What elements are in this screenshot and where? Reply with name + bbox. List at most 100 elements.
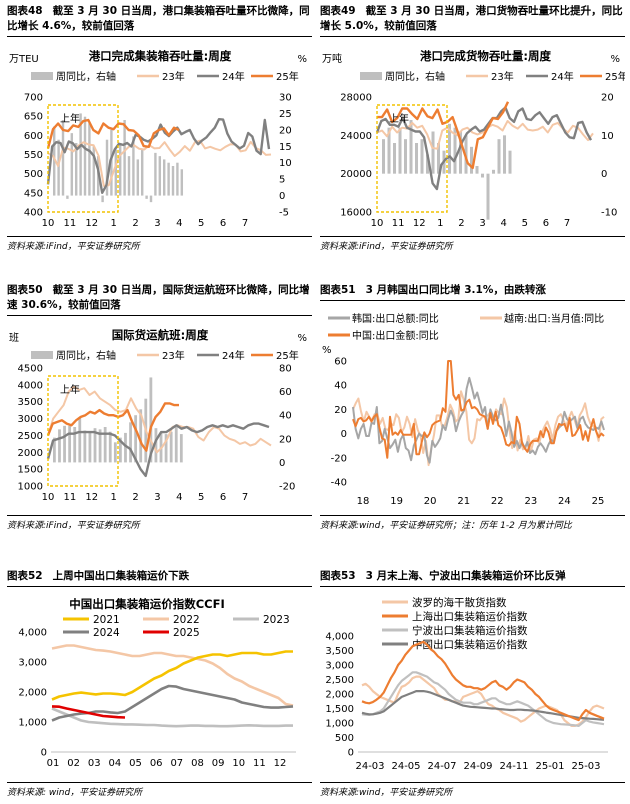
x-tick-4: 24-11 xyxy=(499,761,528,772)
x-tick-4: 05 xyxy=(129,758,142,769)
legend-label-2: 24年 xyxy=(222,349,245,362)
y2-tick-5: 20 xyxy=(279,125,292,136)
y-tick-3: 3,000 xyxy=(18,658,47,669)
y2-tick-2: 20 xyxy=(279,434,292,445)
legend-label-1: 23年 xyxy=(162,70,185,83)
y2-unit: % xyxy=(610,54,620,65)
source-note: 资料来源:iFind，平安证券研究所 xyxy=(7,236,312,252)
yoy-bar xyxy=(88,431,92,463)
series-line-3 xyxy=(51,684,294,722)
series-line-0 xyxy=(51,650,293,701)
y2-tick-7: 30 xyxy=(279,93,292,104)
yoy-bar xyxy=(53,437,56,463)
yoy-bar xyxy=(105,139,109,196)
x-tick-4: 2 xyxy=(132,218,138,229)
figure-caption: 截至 3 月 30 日当周，港口集装箱吞吐量环比微降，同比增长 4.6%，较前值… xyxy=(7,5,310,32)
y-tick-1: 1,000 xyxy=(18,718,47,729)
y-unit: % xyxy=(322,345,332,356)
x-tick-8: 09 xyxy=(212,758,225,769)
yoy-bar xyxy=(164,434,168,463)
x-tick-8: 6 xyxy=(220,218,226,229)
x-tick-7: 5 xyxy=(198,492,204,503)
legend-label-1: 上海出口集装箱运价指数 xyxy=(412,610,528,623)
yoy-bar xyxy=(149,195,153,203)
series-line-1 xyxy=(361,640,605,722)
x-tick-7: 5 xyxy=(198,218,204,229)
series-line-2 xyxy=(46,118,180,149)
yoy-bar xyxy=(398,127,402,174)
yoy-bar xyxy=(134,415,138,463)
x-tick-2: 12 xyxy=(85,218,98,229)
figure-caption: 截至 3 月 30 日当周，国际货运航班环比微降，同比增速 30.6%，较前值回… xyxy=(7,284,310,311)
y-tick-1: 20000 xyxy=(340,169,372,180)
yoy-bar xyxy=(53,126,56,196)
x-tick-5: 25-01 xyxy=(535,761,564,772)
y-tick-2: 2,000 xyxy=(18,688,47,699)
prior-year-box xyxy=(47,104,119,213)
yoy-bar xyxy=(453,127,457,174)
y-tick-3: 28000 xyxy=(340,93,372,104)
chart-53: 波罗的海干散货指数上海出口集装箱运价指数宁波出口集装箱运价指数中国出口集装箱运价… xyxy=(325,596,608,772)
x-tick-3: 21 xyxy=(457,496,470,507)
y2-tick-1: 0 xyxy=(601,169,607,180)
yoy-bar xyxy=(180,169,184,196)
x-tick-7: 08 xyxy=(191,758,204,769)
x-tick-9: 7 xyxy=(242,218,248,229)
x-tick-0: 18 xyxy=(357,496,370,507)
yoy-bar xyxy=(459,131,463,174)
chart-title: 国际货运航班:周度 xyxy=(112,328,209,342)
y-tick-2: 1,000 xyxy=(325,719,354,730)
legend-label-bar: 周同比，右轴 xyxy=(56,70,116,83)
yoy-bar xyxy=(171,166,175,196)
yoy-bar xyxy=(73,427,77,463)
yoy-bar xyxy=(158,156,162,196)
chart-49: 港口完成货物吞吐量:周度 万吨 % 周同比，右轴 23年 24年 25年 16000 20000… xyxy=(322,49,625,229)
y-unit: 班 xyxy=(9,332,19,344)
yoy-bar xyxy=(163,159,166,196)
y2-unit: % xyxy=(297,333,307,344)
y-tick-0: 1000 xyxy=(18,482,43,493)
legend-label-2: 2023 xyxy=(263,614,290,626)
yoy-bar xyxy=(470,146,474,174)
legend-label-1: 越南:出口:当月值:同比 xyxy=(504,312,604,325)
figure-number: 图表48 xyxy=(7,5,43,17)
x-tick-2: 03 xyxy=(88,758,101,769)
y2-tick-2: 5 xyxy=(279,175,285,186)
yoy-bar xyxy=(486,173,490,220)
annotation-prior-year: 上年 xyxy=(60,112,80,125)
legend-label-2: 24年 xyxy=(551,70,574,83)
yoy-bar xyxy=(129,422,132,463)
figure-title: 图表48 截至 3 月 30 日当周，港口集装箱吞吐量环比微降，同比增长 4.6%… xyxy=(7,4,312,37)
series-line-0 xyxy=(47,385,272,454)
x-tick-9: 10 xyxy=(232,758,245,769)
y-tick-6: 4000 xyxy=(18,380,43,391)
series-line-2 xyxy=(377,101,510,170)
yoy-bar xyxy=(61,120,65,196)
x-tick-0: 10 xyxy=(371,218,384,229)
x-tick-6: 07 xyxy=(170,758,183,769)
yoy-bar xyxy=(119,437,122,463)
panel-51: 图表51 3 月韩国出口同比增 3.1%，由跌转涨 % 韩国:出口总额:同比 越南:出… xyxy=(320,283,625,531)
x-tick-0: 10 xyxy=(42,218,55,229)
yoy-bar xyxy=(92,146,96,196)
x-tick-2: 12 xyxy=(85,492,98,503)
figure-number: 图表50 xyxy=(7,284,43,296)
figure-caption: 3 月末上海、宁波出口集装箱运价环比反弹 xyxy=(365,570,566,582)
y-tick-4: 40 xyxy=(334,381,347,392)
y-tick-1: 500 xyxy=(335,733,354,744)
y2-tick-3: 20 xyxy=(601,93,614,104)
series-line-0 xyxy=(361,675,605,727)
series-line-2 xyxy=(51,707,293,728)
y2-unit: % xyxy=(297,54,307,65)
yoy-bar xyxy=(393,143,397,174)
y-tick-3: 20 xyxy=(334,405,347,416)
legend-label-2: 宁波出口集装箱运价指数 xyxy=(412,624,528,637)
y-tick-0: 16000 xyxy=(340,208,372,219)
legend-label-3: 2024 xyxy=(93,627,120,639)
prior-year-box xyxy=(47,375,119,487)
legend-label-bar: 周同比，右轴 xyxy=(56,349,116,362)
y-tick-2: 2000 xyxy=(18,448,43,459)
x-tick-5: 3 xyxy=(154,218,160,229)
legend-label-2: 中国:出口金额:同比 xyxy=(352,329,439,342)
yoy-bar xyxy=(508,150,512,174)
